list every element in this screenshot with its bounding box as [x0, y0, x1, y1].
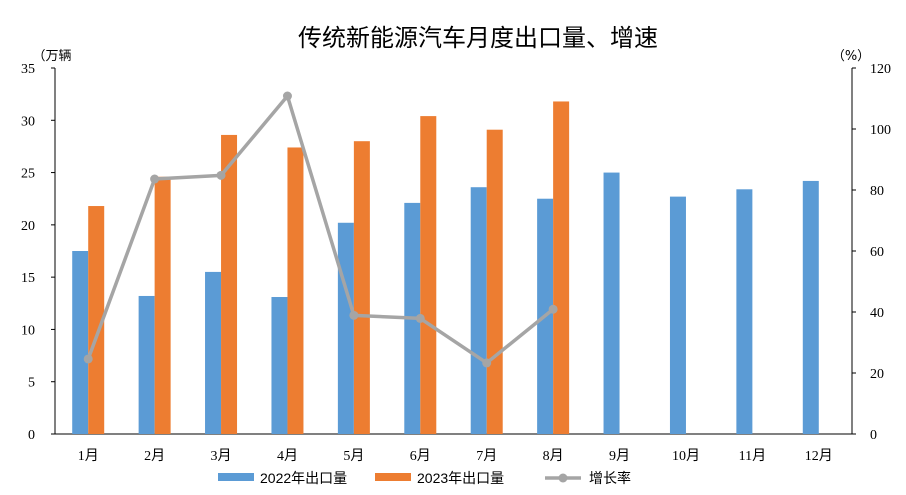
bar-2022	[337, 222, 354, 434]
x-tick-label: 11月	[739, 448, 766, 464]
y-axis-label: （万辆	[32, 49, 71, 64]
legend-swatch	[375, 473, 411, 481]
legend-label: 2022年出口量	[260, 470, 347, 486]
bar-2023	[221, 134, 238, 434]
y2-tick-label: 0	[870, 428, 877, 443]
y2-tick-label: 120	[870, 62, 891, 77]
growth-line-path	[86, 94, 555, 365]
x-tick-label: 5月	[343, 448, 364, 464]
bar-2023	[287, 147, 304, 434]
y-tick-label: 30	[21, 114, 35, 129]
growth-point	[548, 304, 558, 314]
bar-2023	[154, 176, 171, 435]
x-tick-label: 8月	[543, 448, 564, 464]
bar-2022	[138, 295, 155, 434]
bars	[72, 101, 819, 435]
y2-tick-label: 80	[870, 184, 884, 199]
bar-2023	[486, 129, 503, 434]
growth-point	[150, 174, 160, 184]
y-tick-label: 15	[21, 271, 35, 286]
chart-title: 传统新能源汽车月度出口量、增速	[298, 24, 658, 52]
axes: 0 5 10 15 20 25 30 35 0 20 40 60 80 100 120	[21, 62, 891, 443]
x-tick-label: 1月	[78, 448, 99, 464]
bar-2022	[72, 251, 89, 434]
x-tick-label: 10月	[672, 448, 700, 464]
x-tick-label: 12月	[805, 448, 833, 464]
bar-2023	[420, 116, 437, 435]
growth-point	[349, 310, 359, 320]
y-tick-label: 0	[28, 428, 35, 443]
legend-swatch	[218, 473, 254, 481]
x-tick-label: 7月	[476, 448, 497, 464]
y2-tick-label: 60	[870, 245, 884, 260]
legend-marker	[558, 473, 568, 483]
bar-2022	[205, 271, 222, 434]
legend-label: 2023年出口量	[417, 470, 504, 486]
bar-2022	[470, 187, 487, 434]
growth-point	[216, 170, 226, 180]
bar-2022	[271, 297, 288, 434]
y2-tick-label: 20	[870, 367, 884, 382]
growth-point	[415, 313, 425, 323]
x-tick-labels: 1月 2月 3月 4月 5月 6月 7月 8月 9月 10月 11月 12月	[78, 448, 833, 464]
bar-2023	[88, 206, 105, 434]
bar-2022	[669, 196, 686, 434]
x-tick-label: 9月	[609, 448, 630, 464]
legend-label: 增长率	[589, 470, 631, 486]
growth-point	[282, 91, 292, 101]
growth-point	[83, 354, 93, 364]
y2-axis-label: （%）	[832, 49, 870, 64]
x-tick-label: 2月	[144, 448, 165, 464]
y-tick-label: 35	[21, 62, 35, 77]
bar-2023	[553, 101, 570, 434]
bar-2022	[736, 189, 753, 434]
x-tick-label: 4月	[277, 448, 298, 464]
growth-line	[83, 91, 558, 368]
bar-2023	[353, 141, 370, 434]
bar-2022	[603, 172, 620, 435]
y-tick-label: 25	[21, 167, 35, 182]
growth-point	[482, 358, 492, 368]
bar-2022	[802, 180, 819, 434]
y-tick-label: 20	[21, 219, 35, 234]
y-tick-label: 5	[28, 376, 35, 391]
y-tick-label: 10	[21, 323, 35, 338]
y2-tick-label: 100	[870, 123, 891, 138]
legend: 2022年出口量 2023年出口量 增长率	[218, 470, 631, 486]
x-tick-label: 3月	[211, 448, 232, 464]
x-tick-label: 6月	[410, 448, 431, 464]
y2-tick-label: 40	[870, 306, 884, 321]
